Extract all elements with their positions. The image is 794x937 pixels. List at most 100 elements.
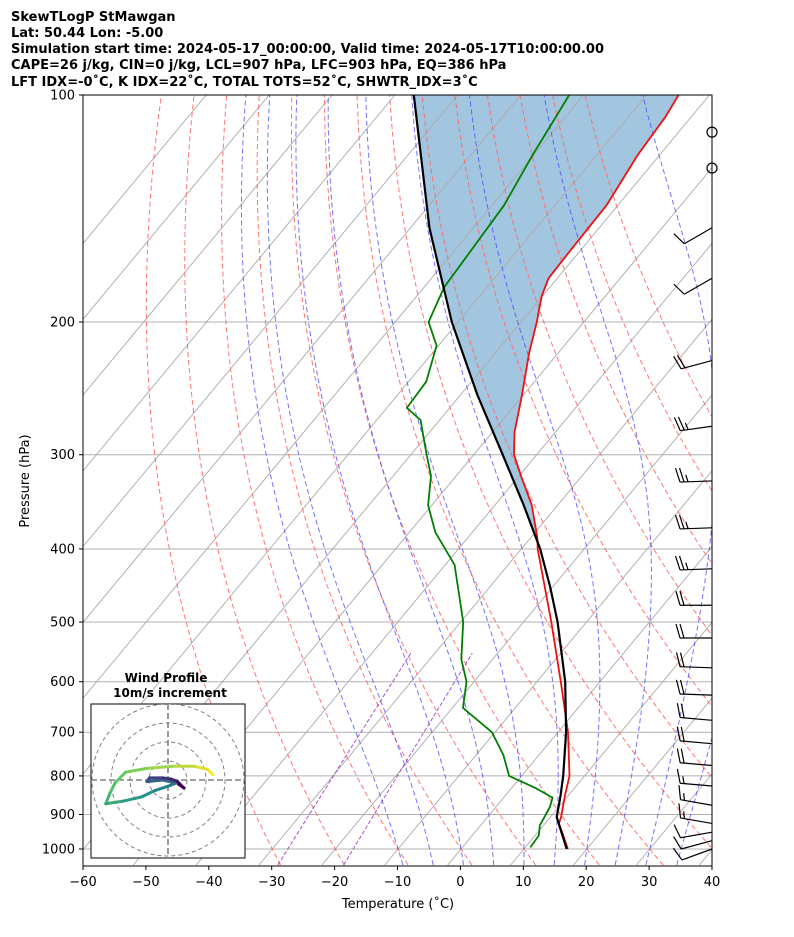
wind-barb-shaft	[680, 799, 713, 806]
chart-title: SkewTLogP StMawgan Lat: 50.44 Lon: -5.00…	[11, 10, 604, 90]
sounding-profiles	[405, 95, 680, 850]
wind-barb-half-feather	[683, 811, 686, 819]
title-stability: CAPE=26 j/kg, CIN=0 j/kg, LCL=907 hPa, L…	[11, 58, 506, 73]
x-axis-ticks: −60 −50 −40 −30 −20 −10 0 10 20 30 40	[69, 866, 720, 890]
wind-barb	[678, 785, 713, 806]
hodograph-segment	[124, 766, 149, 774]
moist-adiabat-line	[240, 95, 404, 866]
wind-barb-feather	[680, 748, 685, 764]
wind-barb-half-feather	[684, 422, 689, 430]
x-tick-label: 40	[704, 875, 721, 890]
wind-barb	[674, 555, 713, 571]
wind-barb	[673, 277, 713, 295]
wind-barb-feather	[679, 652, 685, 667]
cape-area	[413, 95, 679, 538]
dry-adiabat-line	[519, 95, 712, 565]
moist-adiabat-line	[327, 95, 495, 866]
hodograph-segment	[104, 799, 125, 806]
moist-adiabat-line	[642, 95, 712, 866]
isotherm-line	[573, 697, 712, 866]
hodograph-subtitle: 10m/s increment	[113, 686, 227, 700]
wind-barb	[676, 703, 713, 721]
wind-barb	[674, 467, 713, 483]
wind-barb-feather	[675, 679, 681, 695]
x-tick-label: −60	[69, 875, 96, 890]
hodograph-segment	[140, 789, 157, 799]
wind-barb-feather	[675, 652, 681, 667]
wind-barb-shaft	[679, 568, 713, 571]
hodograph-segment	[113, 770, 128, 785]
wind-barb-feather	[676, 703, 681, 718]
dry-adiabat-line	[290, 95, 537, 866]
x-tick-label: −50	[132, 875, 159, 890]
wind-barb-feather	[679, 679, 685, 695]
wind-barb-shaft	[680, 762, 713, 767]
y-tick-label: 1000	[42, 843, 75, 858]
isotherm-line	[83, 95, 207, 245]
title-times: Simulation start time: 2024-05-17_00:00:…	[11, 42, 604, 57]
wind-barb-feather	[673, 836, 682, 850]
hodograph-segment	[177, 782, 186, 790]
isotherm-line	[384, 470, 712, 866]
wind-barb-feather	[679, 591, 685, 606]
moist-adiabat-line	[365, 95, 525, 865]
wind-barb-shaft	[679, 693, 713, 696]
parcel-line	[412, 95, 568, 850]
wind-barb-shaft	[680, 740, 713, 745]
wind-barb	[673, 824, 713, 839]
hodograph-segment	[104, 791, 112, 806]
isotherm-line	[510, 621, 712, 866]
wind-barb-shaft	[683, 277, 713, 295]
mixing-ratio-line	[343, 652, 473, 866]
wind-barb-feather	[673, 824, 682, 839]
wind-barb-feather	[673, 417, 681, 431]
wind-barb	[676, 768, 713, 787]
dry-adiabat-line	[184, 95, 345, 866]
x-tick-label: −40	[195, 875, 222, 890]
wind-barb-feather	[680, 726, 685, 742]
wind-barb-feather	[673, 356, 682, 370]
wind-barb-feather	[676, 768, 681, 784]
x-tick-label: 30	[641, 875, 658, 890]
y-tick-label: 900	[50, 808, 75, 823]
hodograph-segment	[153, 783, 173, 793]
wind-barb-shaft	[680, 782, 713, 787]
hodograph-title: Wind Profile	[125, 671, 208, 685]
hodograph-inset: Wind Profile 10m/s increment	[90, 671, 246, 859]
wind-barb-feather	[674, 468, 681, 483]
wind-barb-feather	[676, 726, 681, 742]
x-tick-label: −10	[384, 875, 411, 890]
calm-wind-circle	[706, 162, 718, 174]
wind-barb-feather	[676, 354, 686, 369]
wind-barb-shaft	[680, 831, 713, 839]
wind-barb-feather	[676, 748, 681, 763]
wind-barb-shaft	[679, 527, 713, 530]
wind-barb-shaft	[681, 848, 713, 861]
wind-barb-feather	[678, 785, 682, 800]
hodograph-plot	[91, 704, 245, 858]
y-tick-label: 400	[50, 542, 75, 557]
wind-barb	[678, 803, 713, 825]
isotherm-line	[83, 95, 522, 624]
title-indices: LFT IDX=-0˚C, K IDX=22˚C, TOTAL TOTS=52˚…	[11, 74, 478, 90]
wind-barb-feather	[679, 623, 685, 639]
wind-barb	[673, 227, 713, 245]
wind-barb-shaft	[680, 840, 713, 850]
isotherm-line	[258, 318, 712, 866]
wind-barb-half-feather	[685, 521, 689, 529]
hodograph-segment	[121, 795, 144, 803]
y-tick-label: 200	[50, 315, 75, 330]
y-tick-label: 100	[50, 89, 75, 104]
wind-barb	[675, 652, 713, 669]
isotherm-line	[83, 95, 459, 548]
title-station: SkewTLogP StMawgan	[11, 10, 176, 25]
hodograph-segment	[145, 764, 175, 770]
wind-barb-feather	[672, 847, 683, 861]
isotherm-line	[83, 95, 396, 472]
dry-adiabat-lines	[145, 95, 712, 866]
dry-adiabat-line	[389, 95, 712, 850]
x-axis-label: Temperature (˚C)	[341, 896, 454, 912]
wind-barb-half-feather	[682, 776, 685, 784]
wind-barb-feather	[673, 283, 685, 295]
